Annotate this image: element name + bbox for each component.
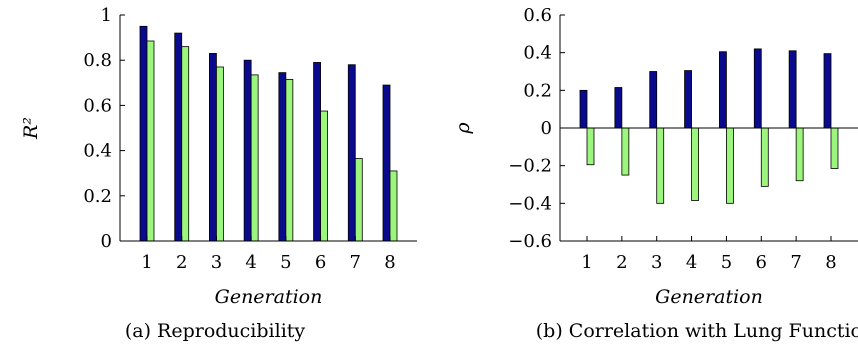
y-tick-label: 0 xyxy=(101,231,112,252)
y-tick-label: 0.6 xyxy=(83,95,112,116)
x-axis-label: Generation xyxy=(655,286,763,308)
x-tick-label: 7 xyxy=(790,252,801,273)
bar-series2-gen-1 xyxy=(146,40,155,242)
y-tick-label: 0 xyxy=(541,118,552,139)
bar-series1-gen-4 xyxy=(684,70,692,129)
y-axis-label: R² xyxy=(20,117,42,140)
bar-series1-gen-7 xyxy=(347,64,356,242)
x-tick-label: 3 xyxy=(211,252,222,273)
x-tick-label: 6 xyxy=(315,252,326,273)
bar-series1-gen-5 xyxy=(719,51,727,129)
bar-series1-gen-8 xyxy=(823,53,832,129)
bar-series1-gen-1 xyxy=(579,89,588,129)
bar-series2-gen-7 xyxy=(354,158,363,242)
x-tick-label: 5 xyxy=(280,252,291,273)
panel-caption: (a) Reproducibility xyxy=(125,320,306,342)
x-tick-label: 8 xyxy=(825,252,836,273)
bar-series1-gen-6 xyxy=(753,48,762,129)
x-tick-label: 3 xyxy=(651,252,662,273)
bar-series2-gen-4 xyxy=(691,127,699,201)
bar-series2-gen-5 xyxy=(726,127,734,204)
bar-series2-gen-4 xyxy=(250,74,259,242)
bar-series1-gen-1 xyxy=(139,25,148,242)
chart-panel-1: 0 0.2 0.4 0.6 0.8 1 1 2 3 4 5 6 7 8 Generation R² (a) Re… xyxy=(20,5,417,342)
bar-series2-gen-5 xyxy=(285,79,294,242)
bar-series1-gen-3 xyxy=(649,71,658,129)
y-tick-label: −0.4 xyxy=(508,193,552,214)
y-tick-label: 1 xyxy=(101,5,112,26)
x-tick-label: 6 xyxy=(756,252,767,273)
y-tick-label: −0.6 xyxy=(508,231,552,252)
bar-series2-gen-8 xyxy=(389,170,398,242)
bar-series1-gen-6 xyxy=(313,62,321,242)
bar-series1-gen-8 xyxy=(382,84,391,242)
x-tick-label: 7 xyxy=(350,252,361,273)
chart-panel-2: −0.6 −0.4 −0.2 0 0.2 0.4 0.6 1 2 3 4 5 6 7 8 Generation… xyxy=(452,5,858,342)
bar-series1-gen-7 xyxy=(788,50,797,129)
bar-series2-gen-3 xyxy=(656,127,665,204)
x-tick-label: 1 xyxy=(581,252,592,273)
bar-series1-gen-5 xyxy=(278,72,287,242)
x-tick-label: 5 xyxy=(721,252,732,273)
bar-series1-gen-2 xyxy=(174,32,183,242)
bar-series2-gen-6 xyxy=(320,110,328,242)
x-tick-label: 1 xyxy=(141,252,152,273)
x-tick-label: 8 xyxy=(384,252,395,273)
y-tick-label: 0.2 xyxy=(83,186,112,207)
bar-series2-gen-1 xyxy=(586,127,595,166)
y-tick-label: 0.6 xyxy=(523,5,552,26)
y-tick-label: −0.2 xyxy=(508,156,552,177)
x-tick-label: 2 xyxy=(176,252,187,273)
y-axis-label: ρ xyxy=(452,122,474,135)
x-tick-label: 2 xyxy=(616,252,627,273)
y-tick-label: 0.2 xyxy=(523,80,552,101)
x-axis-label: Generation xyxy=(215,286,323,308)
y-tick-label: 0.8 xyxy=(83,50,112,71)
y-tick-label: 0.4 xyxy=(83,141,112,162)
panel-caption: (b) Correlation with Lung Function xyxy=(536,320,858,342)
bar-series2-gen-2 xyxy=(621,127,630,176)
bar-series1-gen-2 xyxy=(614,87,623,129)
x-tick-label: 4 xyxy=(245,252,256,273)
bar-series1-gen-3 xyxy=(209,53,217,242)
x-tick-label: 4 xyxy=(686,252,697,273)
y-tick-label: 0.4 xyxy=(523,43,552,64)
bar-series2-gen-8 xyxy=(830,127,839,169)
bar-series2-gen-2 xyxy=(181,46,190,242)
bar-series2-gen-7 xyxy=(795,127,804,182)
bar-series1-gen-4 xyxy=(243,59,252,242)
bar-series2-gen-6 xyxy=(760,127,769,187)
bar-series2-gen-3 xyxy=(216,66,224,242)
